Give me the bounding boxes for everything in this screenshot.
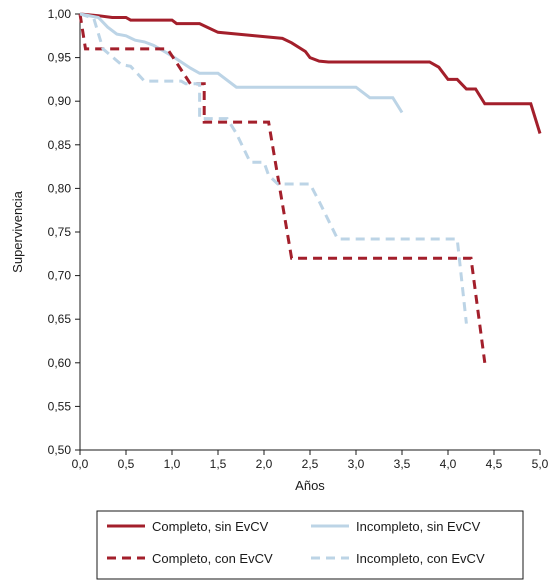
y-tick-label: 0,75 [48,225,72,239]
axes [79,14,540,451]
legend-label-3: Completo, con EvCV [152,551,273,566]
x-tick-label: 1,0 [164,457,181,471]
y-axis-ticks: 0,50 0,55 0,60 0,65 0,70 0,75 0,80 0,85 0,90 0,95… [48,7,80,457]
legend-label-4: Incompleto, con EvCV [356,551,485,566]
x-tick-label: 4,5 [486,457,503,471]
x-tick-label: 0,5 [118,457,135,471]
legend: Completo, sin EvCV Incompleto, sin EvCV Co… [96,510,524,580]
series-lines [78,12,542,363]
legend-label-2: Incompleto, sin EvCV [356,519,481,534]
y-tick-label: 1,00 [48,7,72,21]
series-line-2 [79,12,404,114]
y-axis-title: Supervivencia [10,190,25,272]
y-tick-label: 0,65 [48,312,72,326]
y-tick-label: 0,55 [48,399,72,413]
x-tick-label: 0,0 [72,457,89,471]
y-tick-label: 0,80 [48,181,72,195]
series-line-1 [79,12,542,134]
y-tick-label: 0,90 [48,94,72,108]
x-tick-label: 4,0 [440,457,457,471]
series-line-3 [78,13,487,363]
x-tick-label: 3,0 [348,457,365,471]
x-axis-ticks: 0,0 0,5 1,0 1,5 2,0 2,5 3,0 3,5 4,0 4,5 5,0 [72,450,549,471]
x-tick-label: 5,0 [532,457,549,471]
y-tick-label: 0,60 [48,356,72,370]
x-tick-label: 2,0 [256,457,273,471]
y-tick-label: 0,50 [48,443,72,457]
x-axis-title: Años [295,478,325,493]
legend-box [96,510,524,580]
y-tick-label: 0,70 [48,269,72,283]
legend-label-1: Completo, sin EvCV [152,519,269,534]
series-line-4 [79,12,468,324]
y-tick-label: 0,85 [48,138,72,152]
y-tick-label: 0,95 [48,51,72,65]
x-tick-label: 3,5 [394,457,411,471]
x-tick-label: 1,5 [210,457,227,471]
x-tick-label: 2,5 [302,457,319,471]
